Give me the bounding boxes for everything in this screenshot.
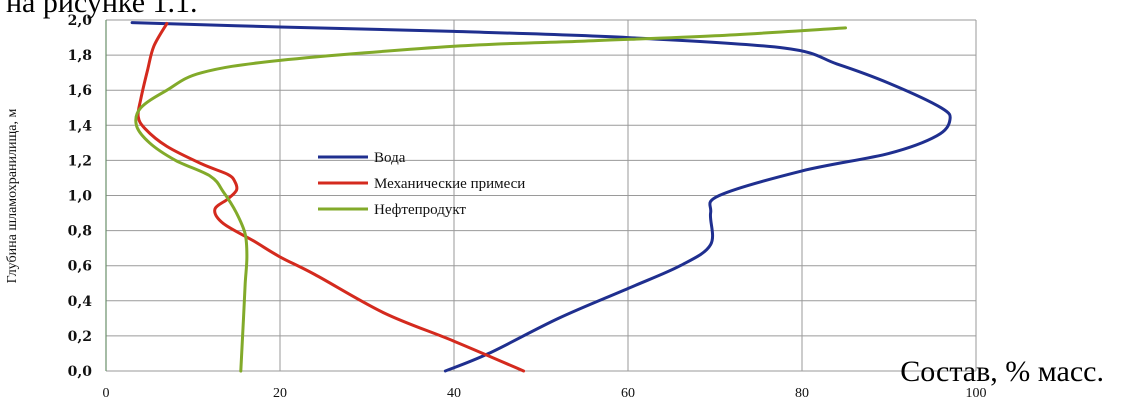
- x-tick-label: 20: [273, 386, 287, 401]
- legend-label: Нефтепродукт: [374, 202, 466, 218]
- series-lines: [130, 21, 952, 373]
- y-tick-label: 1,8: [68, 48, 92, 64]
- series-line-3: [134, 26, 847, 373]
- y-tick-label: 0,8: [68, 224, 92, 240]
- series-line-2: [136, 22, 526, 373]
- tick-labels: 0,0 0,2 0,4 0,6 0,8 1,0 1,2 1,4 1,6 1,8 2,0 0 20 40 60…: [68, 13, 987, 401]
- legend-label: Механические примеси: [374, 176, 525, 192]
- x-axis-label: Состав, % масс.: [900, 355, 1104, 388]
- y-tick-label: 1,0: [68, 189, 93, 205]
- header-text-fragment: на рисунке 1.1.: [6, 0, 198, 19]
- series-line-1: [130, 21, 952, 373]
- x-tick-label: 100: [966, 386, 987, 401]
- legend: Вода Механические примеси Нефтепродукт: [318, 150, 525, 218]
- y-tick-label: 0,0: [68, 364, 93, 380]
- y-tick-label: 0,6: [68, 259, 92, 275]
- y-tick-label: 1,2: [68, 153, 92, 169]
- x-tick-label: 40: [447, 386, 461, 401]
- x-tick-label: 0: [103, 386, 110, 401]
- y-tick-label: 0,4: [68, 294, 93, 310]
- legend-label: Вода: [374, 150, 406, 166]
- x-tick-label: 80: [795, 386, 809, 401]
- y-tick-label: 0,2: [68, 329, 92, 345]
- y-tick-label: 1,4: [68, 118, 93, 134]
- grid-lines: [105, 19, 977, 372]
- y-axis-label: Глубина шламохранилища, м: [5, 109, 20, 284]
- y-tick-label: 1,6: [68, 83, 92, 99]
- x-tick-label: 60: [621, 386, 635, 401]
- y-tick-label: 2,0: [68, 13, 93, 29]
